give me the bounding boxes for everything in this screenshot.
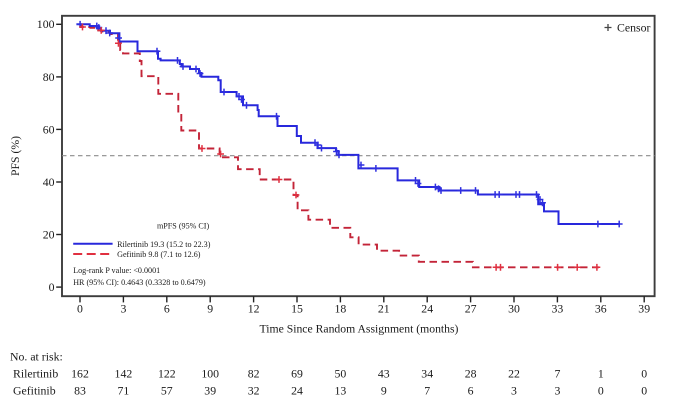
svg-text:83: 83	[74, 384, 86, 398]
svg-text:24: 24	[291, 384, 303, 398]
svg-text:Gefitinib: Gefitinib	[13, 384, 56, 398]
svg-text:13: 13	[335, 384, 347, 398]
svg-text:32: 32	[248, 384, 260, 398]
svg-text:50: 50	[335, 367, 347, 381]
svg-text:21: 21	[378, 302, 390, 316]
svg-text:100: 100	[37, 17, 55, 31]
svg-text:40: 40	[43, 175, 55, 189]
svg-text:18: 18	[335, 302, 347, 316]
svg-text:12: 12	[248, 302, 260, 316]
svg-text:43: 43	[378, 367, 390, 381]
svg-text:Rilertinib: Rilertinib	[13, 367, 58, 381]
svg-text:142: 142	[115, 367, 133, 381]
svg-text:3: 3	[120, 302, 126, 316]
svg-text:9: 9	[381, 384, 387, 398]
svg-text:9: 9	[207, 302, 213, 316]
svg-text:No. at risk:: No. at risk:	[10, 349, 63, 363]
svg-text:34: 34	[421, 367, 433, 381]
svg-text:0: 0	[77, 302, 83, 316]
svg-text:20: 20	[43, 227, 55, 241]
svg-text:7: 7	[554, 367, 560, 381]
svg-text:122: 122	[158, 367, 176, 381]
svg-text:HR (95% CI): 0.4643 (0.3328 to: HR (95% CI): 0.4643 (0.3328 to 0.6479)	[73, 278, 206, 287]
svg-text:33: 33	[552, 302, 564, 316]
svg-text:PFS (%): PFS (%)	[9, 136, 22, 176]
svg-text:69: 69	[291, 367, 303, 381]
svg-text:Rilertinib 19.3 (15.2 to 22.3): Rilertinib 19.3 (15.2 to 22.3)	[117, 240, 211, 249]
svg-text:15: 15	[291, 302, 303, 316]
svg-text:57: 57	[161, 384, 173, 398]
svg-text:24: 24	[421, 302, 433, 316]
svg-text:0: 0	[641, 367, 647, 381]
svg-text:82: 82	[248, 367, 260, 381]
svg-text:39: 39	[204, 384, 216, 398]
svg-text:6: 6	[468, 384, 474, 398]
svg-text:22: 22	[508, 367, 520, 381]
svg-text:80: 80	[43, 70, 55, 84]
svg-text:7: 7	[424, 384, 430, 398]
svg-text:30: 30	[508, 302, 520, 316]
svg-text:36: 36	[595, 302, 607, 316]
svg-text:39: 39	[638, 302, 650, 316]
svg-text:Censor: Censor	[617, 21, 650, 35]
svg-text:3: 3	[554, 384, 560, 398]
svg-text:60: 60	[43, 122, 55, 136]
svg-text:mPFS (95% CI): mPFS (95% CI)	[157, 222, 209, 231]
svg-text:100: 100	[201, 367, 219, 381]
svg-text:71: 71	[118, 384, 130, 398]
svg-text:3: 3	[511, 384, 517, 398]
svg-text:162: 162	[71, 367, 89, 381]
svg-text:28: 28	[465, 367, 477, 381]
svg-text:0: 0	[49, 280, 55, 294]
svg-text:0: 0	[598, 384, 604, 398]
svg-text:6: 6	[164, 302, 170, 316]
svg-text:Time Since Random Assignment (: Time Since Random Assignment (months)	[260, 323, 459, 336]
svg-text:0: 0	[641, 384, 647, 398]
svg-text:Gefitinib 9.8 (7.1 to 12.6): Gefitinib 9.8 (7.1 to 12.6)	[117, 250, 201, 259]
svg-text:Log-rank P value: <0.0001: Log-rank P value: <0.0001	[73, 266, 160, 275]
svg-text:1: 1	[598, 367, 604, 381]
svg-text:27: 27	[465, 302, 477, 316]
